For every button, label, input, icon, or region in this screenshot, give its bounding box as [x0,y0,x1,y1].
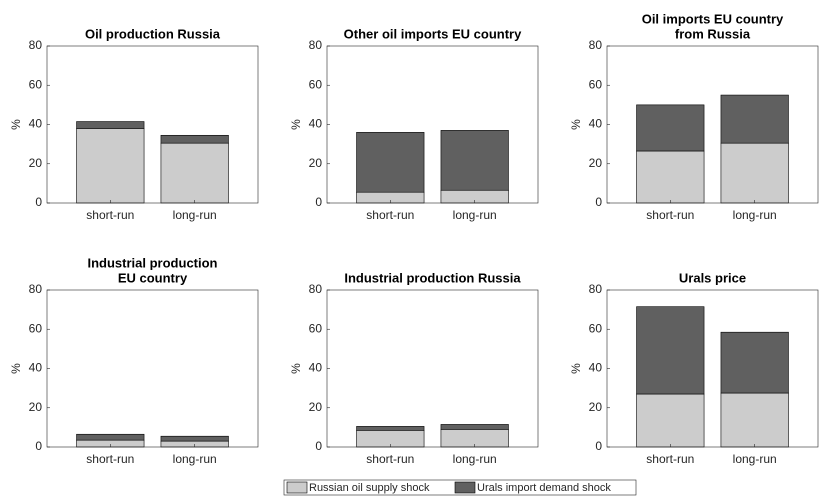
bar-segment [160,142,229,204]
y-axis-label: % [569,119,583,130]
chart-title: Urals price [679,270,746,285]
x-tick-label: short-run [366,452,414,466]
y-tick-label: 0 [595,439,602,453]
y-axis-label: % [9,363,23,374]
y-tick-label: 40 [309,117,323,131]
bar-segment [636,104,705,152]
y-tick-label: 60 [29,321,43,335]
x-tick-label: short-run [86,452,134,466]
y-tick-label: 60 [309,77,323,91]
x-tick-label: short-run [646,208,694,222]
x-tick-label: long-run [733,208,777,222]
y-tick-label: 20 [29,400,43,414]
bar-segment [356,426,425,431]
axes-box [326,289,539,448]
y-tick-label: 20 [309,400,323,414]
x-tick-label: short-run [86,208,134,222]
bar-segment [720,142,789,204]
x-tick-label: short-run [366,208,414,222]
chart-title: from Russia [675,26,751,41]
chart-title: Industrial production [88,255,218,270]
y-tick-label: 40 [29,117,43,131]
bar-segment [636,306,705,395]
chart-title: Other oil imports EU country [344,26,522,41]
y-tick-label: 60 [309,321,323,335]
axes-box [46,45,259,204]
y-axis-label: % [569,363,583,374]
y-tick-label: 20 [309,156,323,170]
x-tick-label: long-run [733,452,777,466]
bar-segment [636,150,705,204]
y-tick-label: 0 [315,439,322,453]
legend-swatch [454,481,476,494]
x-tick-label: long-run [453,208,497,222]
legend-swatch [286,481,308,494]
bar-segment [720,392,789,448]
x-tick-label: long-run [173,208,217,222]
x-tick-label: short-run [646,452,694,466]
y-tick-label: 80 [29,282,43,296]
y-tick-label: 60 [589,77,603,91]
bar-segment [720,94,789,144]
y-tick-label: 40 [29,361,43,375]
y-tick-label: 60 [589,321,603,335]
y-tick-label: 80 [309,38,323,52]
y-tick-label: 40 [309,361,323,375]
y-tick-label: 0 [35,195,42,209]
legend-label: Urals import demand shock [477,482,611,494]
bar-segment [440,424,509,430]
x-tick-label: long-run [173,452,217,466]
y-tick-label: 60 [29,77,43,91]
y-tick-label: 0 [595,195,602,209]
y-tick-label: 80 [29,38,43,52]
chart-title: Oil imports EU country [642,11,784,26]
chart-title: Industrial production Russia [344,270,521,285]
y-tick-label: 0 [35,439,42,453]
legend-label: Russian oil supply shock [309,482,430,494]
bar-segment [440,130,509,191]
y-tick-label: 40 [589,361,603,375]
bar-segment [76,433,145,441]
y-axis-label: % [289,119,303,130]
y-tick-label: 20 [29,156,43,170]
bar-segment [356,132,425,193]
y-axis-label: % [9,119,23,130]
bar-segment [76,128,145,204]
y-tick-label: 80 [589,282,603,296]
bar-segment [76,121,145,129]
axes-box [606,289,819,448]
y-tick-label: 20 [589,156,603,170]
y-tick-label: 20 [589,400,603,414]
chart-title: EU country [118,270,188,285]
axes-box [606,45,819,204]
y-tick-label: 0 [315,195,322,209]
chart-title: Oil production Russia [85,26,221,41]
axes-box [326,45,539,204]
y-axis-label: % [289,363,303,374]
bar-segment [636,393,705,448]
y-tick-label: 80 [589,38,603,52]
y-tick-label: 80 [309,282,323,296]
x-tick-label: long-run [453,452,497,466]
axes-box [46,289,259,448]
bar-segment [160,134,229,144]
bar-segment [160,435,229,442]
bar-segment [720,331,789,394]
y-tick-label: 40 [589,117,603,131]
